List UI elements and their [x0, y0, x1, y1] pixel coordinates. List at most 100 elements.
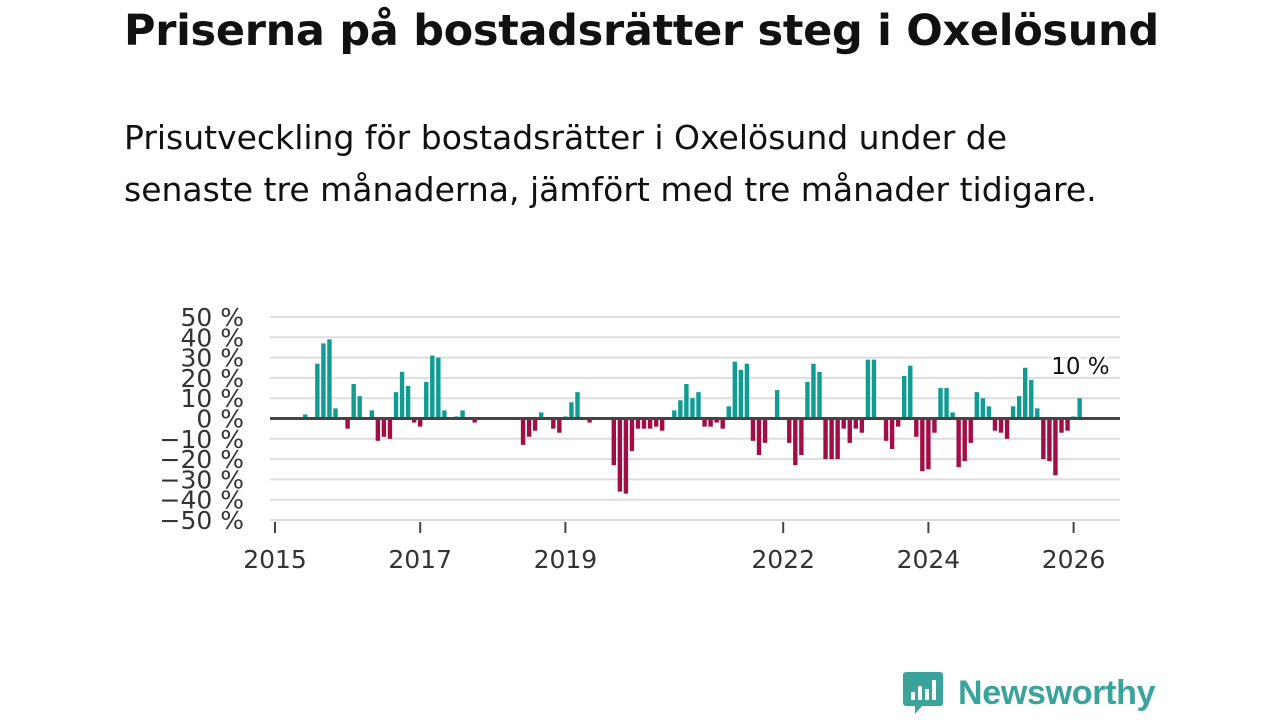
y-tick-label: −30 %: [160, 465, 244, 494]
bar-2020-11: [696, 392, 701, 419]
y-tick-label: 50 %: [180, 303, 244, 332]
bar-2018-09: [539, 412, 544, 419]
bar-2016-09: [393, 392, 399, 419]
chart-subtitle: Prisutveckling för bostadsrätter i Oxelö…: [124, 118, 1097, 209]
brand-logo[interactable]: Newsworthy: [902, 670, 1156, 716]
bar-2021-12: [774, 390, 780, 419]
bar-2024-06: [956, 418, 961, 468]
bar-2020-09: [684, 383, 689, 419]
bar-2019-03: [575, 392, 580, 419]
bar-2021-09: [756, 418, 762, 456]
bar-2022-02: [787, 418, 792, 443]
bar-2025-04: [1016, 396, 1022, 419]
bar-2023-08: [895, 418, 901, 427]
x-axis-labels: 2015 2017 2019 2022 2024 2026: [243, 545, 1105, 574]
value-annotation: 10 %: [1051, 354, 1109, 380]
bar-2024-01: [926, 418, 931, 470]
bar-2019-12: [629, 418, 635, 451]
bar-2021-02: [714, 418, 719, 423]
bar-2022-04: [799, 418, 804, 456]
bar-2020-05: [660, 418, 665, 431]
bar-2016-12: [411, 418, 417, 423]
bar-2022-12: [847, 418, 852, 443]
y-tick-label: −50 %: [160, 506, 244, 535]
bar-2025-09: [1047, 418, 1052, 462]
bar-2015-06: [303, 414, 308, 419]
y-tick-label: −20 %: [160, 445, 244, 474]
y-axis-labels: 50 %40 %30 %20 %10 %0 %−10 %−20 %−30 %−4…: [160, 303, 244, 535]
bar-2023-11: [914, 418, 919, 437]
bar-2016-05: [369, 410, 374, 419]
bar-2015-11: [333, 408, 338, 419]
bar-2019-02: [569, 402, 574, 419]
x-tick-label: 2022: [751, 545, 815, 574]
bar-2024-10: [980, 398, 986, 419]
bar-2016-08: [387, 418, 393, 439]
bar-2022-11: [841, 418, 846, 429]
x-tick-label: 2017: [388, 545, 452, 574]
bar-2023-04: [871, 359, 877, 419]
bar-2023-03: [865, 359, 871, 419]
x-tick-label: 2024: [897, 545, 961, 574]
bar-2025-07: [1035, 408, 1040, 419]
bar-2025-01: [998, 418, 1004, 433]
bar-2025-03: [1010, 406, 1016, 419]
bar-2025-12: [1065, 418, 1070, 431]
bar-2016-10: [399, 371, 405, 419]
bar-2023-06: [883, 418, 889, 441]
bar-2022-09: [829, 418, 834, 460]
bar-2015-10: [327, 339, 332, 419]
bar-2021-03: [720, 418, 725, 429]
bar-2020-10: [690, 398, 695, 419]
x-tick-label: 2015: [243, 545, 307, 574]
bar-2016-01: [345, 418, 350, 429]
y-tick-label: 20 %: [180, 364, 244, 393]
bar-2018-07: [526, 418, 532, 437]
y-tick-label: 40 %: [180, 323, 244, 352]
bar-2021-04: [726, 406, 731, 419]
bar-2025-05: [1023, 367, 1028, 419]
bar-2026-02: [1077, 398, 1082, 419]
bar-2019-11: [623, 418, 629, 494]
bar-2021-07: [744, 363, 750, 419]
bar-2023-02: [859, 418, 865, 433]
bar-2016-07: [381, 418, 387, 437]
chart-title: Priserna på bostadsrätter steg i Oxelösu…: [124, 6, 1159, 56]
y-tick-label: 0 %: [196, 405, 244, 434]
bar-2018-06: [520, 418, 526, 445]
bar-2025-02: [1004, 418, 1010, 439]
bar-2022-07: [817, 371, 822, 419]
bar-2021-10: [762, 418, 768, 443]
bars: [303, 339, 1082, 494]
x-tick-label: 2026: [1042, 545, 1106, 574]
bar-2023-09: [902, 375, 907, 419]
bar-2025-10: [1053, 418, 1058, 476]
bar-2023-07: [889, 418, 895, 449]
bar-2025-06: [1029, 379, 1034, 419]
bar-2019-05: [587, 418, 592, 423]
bar-2016-03: [357, 396, 362, 419]
brand-name: Newsworthy: [958, 673, 1156, 712]
bar-2017-08: [460, 410, 465, 419]
bar-2019-10: [617, 418, 623, 492]
bar-2021-06: [738, 369, 744, 419]
bar-2024-11: [986, 406, 992, 419]
bar-2020-03: [647, 418, 653, 429]
bar-2024-02: [932, 418, 937, 433]
y-tick-label: −40 %: [160, 486, 244, 515]
bar-2016-06: [375, 418, 381, 441]
bar-2024-12: [992, 418, 998, 431]
bar-2022-06: [811, 363, 816, 419]
bar-2022-05: [805, 381, 810, 419]
bar-2024-05: [950, 412, 955, 419]
bar-2023-01: [853, 418, 858, 429]
bar-2025-11: [1059, 418, 1064, 433]
bar-2019-09: [611, 418, 616, 466]
bar-2020-12: [702, 418, 707, 427]
y-tick-label: 10 %: [180, 384, 244, 413]
annotations: 10 %: [1049, 351, 1112, 382]
bar-2016-02: [351, 383, 356, 419]
bar-chart-speech-bubble-icon: [903, 672, 943, 714]
bar-2023-10: [908, 365, 913, 419]
y-tick-label: −10 %: [160, 425, 244, 454]
